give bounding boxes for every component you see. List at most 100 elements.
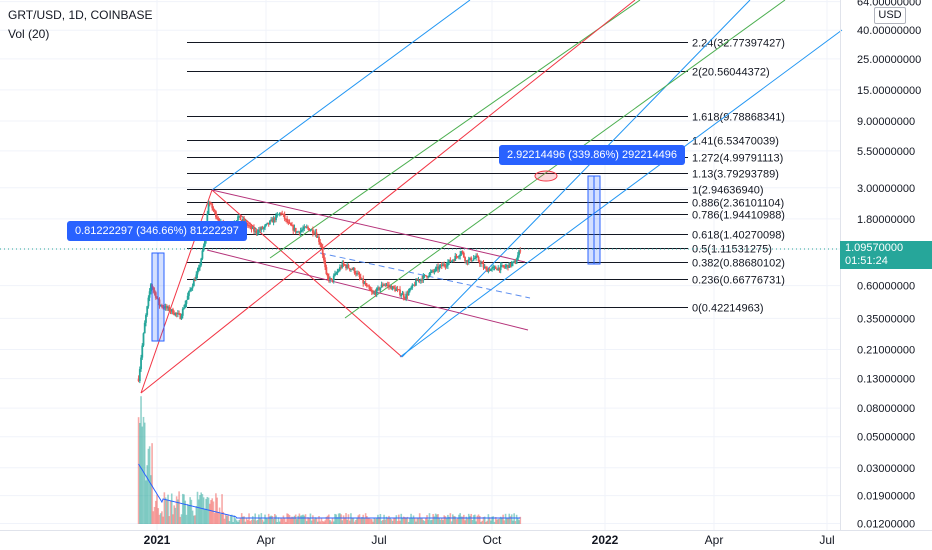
volume-bar — [330, 521, 333, 524]
candle-body — [363, 282, 366, 284]
volume-bar — [205, 498, 207, 524]
candle-body — [211, 203, 214, 209]
volume-bar — [152, 511, 155, 524]
candle-body — [462, 252, 465, 258]
volume-bar — [509, 516, 512, 524]
volume-bar — [202, 497, 205, 524]
volume-bar — [264, 514, 266, 524]
volume-bar — [302, 514, 304, 524]
volume-bar — [364, 513, 367, 524]
volume-bar — [379, 514, 382, 524]
volume-bar — [459, 513, 461, 524]
fibonacci-retracement[interactable]: 2.24(32.77397427) 2(20.56044372) 1.618(9.7… — [187, 38, 785, 315]
candle-body — [423, 274, 426, 276]
volume-bar — [255, 520, 258, 524]
pitchfork-median-red — [140, 0, 636, 394]
volume-bar — [395, 515, 398, 524]
volume-bar — [378, 517, 380, 524]
candle-body — [515, 260, 518, 264]
candle-body — [138, 369, 141, 382]
candle-body — [176, 313, 179, 315]
candle-body — [293, 227, 296, 231]
candle-body — [412, 284, 415, 286]
volume-bar — [415, 521, 417, 524]
candle-body — [417, 279, 420, 281]
pitchfork-drawings[interactable] — [140, 0, 843, 394]
candle-body — [292, 225, 295, 231]
candle-body — [469, 257, 471, 260]
candle-body — [480, 262, 482, 264]
volume-bar — [499, 516, 502, 524]
volume-bar — [409, 518, 411, 524]
volume-bar — [437, 514, 439, 524]
volume-bar — [266, 518, 269, 524]
candle-body — [458, 256, 460, 258]
candle-body — [381, 284, 384, 286]
candle-body — [492, 266, 495, 268]
candle-body — [153, 289, 156, 293]
candle-body — [199, 265, 201, 268]
candle-body — [473, 258, 476, 260]
price-axis[interactable]: 64.00000000 40.00000000 25.00000000 15.0000… — [840, 0, 922, 531]
volume-bar — [498, 518, 501, 524]
candle-body — [143, 322, 146, 334]
volume-bar — [221, 494, 223, 524]
volume-bar — [486, 520, 488, 524]
volume-bar — [372, 521, 374, 524]
volume-bar — [191, 510, 194, 524]
measure-label-1: 0.81222297 (346.66%) 81222297 — [67, 221, 247, 241]
candle-body — [297, 231, 300, 233]
candle-body — [502, 265, 505, 267]
volume-bar — [513, 513, 515, 524]
pitchfork-handle-2 — [401, 0, 751, 358]
candle-body — [367, 285, 370, 287]
candle-body — [378, 287, 381, 290]
time-axis[interactable]: 2021 Apr Jul Oct 2022 Apr Jul — [0, 530, 932, 548]
volume-indicator-title[interactable]: Vol (20) — [8, 27, 50, 41]
volume-bar — [275, 515, 277, 524]
candle-body — [257, 229, 260, 233]
candle-body — [288, 222, 291, 224]
fib-level-label: 0.618(1.40270098) — [692, 230, 785, 242]
candle-body — [395, 289, 398, 291]
candle-body — [213, 210, 216, 212]
time-axis-label: 2021 — [144, 533, 171, 547]
candle-body — [276, 214, 279, 216]
candle-body — [270, 219, 273, 221]
trend-line-upper — [211, 189, 526, 263]
volume-bar — [501, 517, 503, 524]
candle-body — [315, 232, 318, 238]
candle-body — [399, 289, 401, 296]
volume-bar — [425, 518, 427, 524]
volume-bar — [506, 517, 508, 524]
volume-bar — [335, 514, 337, 524]
candle-body — [172, 309, 174, 314]
candle-body — [478, 261, 481, 264]
price-axis-label: 25.00000000 — [857, 54, 921, 66]
volume-bar — [245, 518, 248, 524]
fib-level-label: 2(20.56044372) — [692, 67, 770, 79]
candle-body — [259, 229, 262, 231]
volume-bar — [443, 515, 446, 524]
candle-body — [470, 257, 473, 261]
candle-body — [445, 265, 448, 267]
volume-bar — [150, 475, 152, 524]
volume-bar — [197, 499, 200, 524]
volume-bar — [139, 422, 141, 524]
volume-bar — [421, 518, 423, 524]
symbol-title[interactable]: GRT/USD, 1D, COINBASE — [8, 8, 153, 22]
currency-button[interactable]: USD — [874, 7, 906, 24]
volume-bar — [310, 520, 313, 524]
volume-bar — [280, 517, 282, 524]
volume-bar — [208, 503, 211, 524]
fib-level-label: 1(2.94636940) — [692, 185, 764, 197]
volume-bar — [406, 516, 409, 524]
candle-body — [497, 267, 500, 271]
candle-body — [202, 246, 205, 251]
volume-bar — [488, 517, 491, 524]
volume-bar — [416, 517, 419, 524]
volume-bar — [179, 516, 182, 524]
volume-bar — [420, 518, 422, 524]
measure-tools[interactable] — [151, 175, 601, 342]
